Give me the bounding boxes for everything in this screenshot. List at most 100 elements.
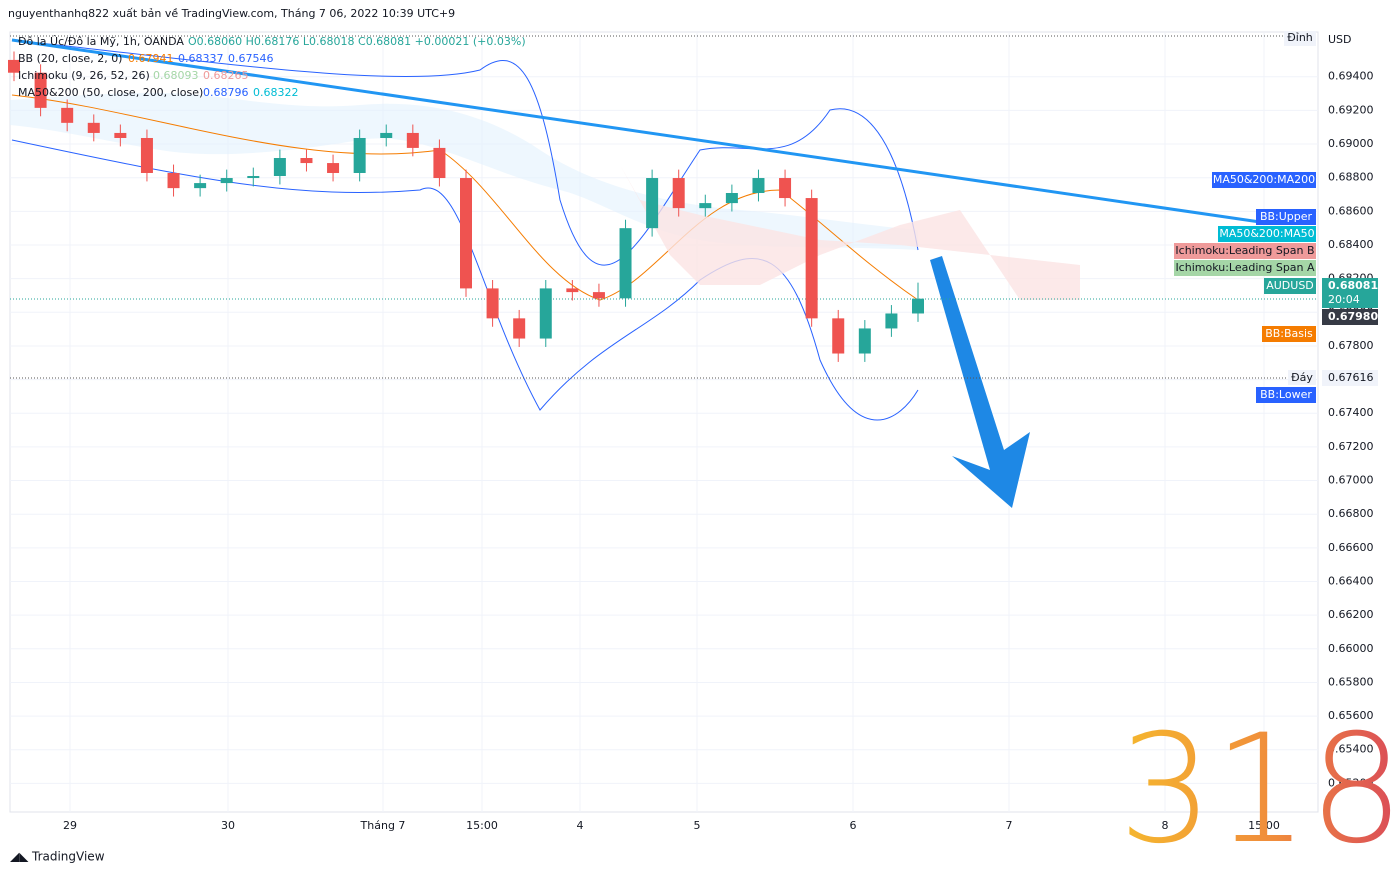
label-bg [1256, 387, 1316, 403]
legend-ohlc: O0.68060 H0.68176 L0.68018 C0.68081 +0.0… [188, 35, 526, 48]
candle-body [353, 137, 366, 173]
price-labels: Đỉnh MA50&200:MA200 BB:Upper MA50&200:MA… [1174, 31, 1378, 403]
candle-body [300, 158, 313, 164]
candle-body [539, 288, 552, 339]
x-tick-label: 6 [850, 819, 857, 832]
candle-body [646, 178, 659, 229]
candle-body [273, 158, 286, 177]
y-tick-label: 0.65600 [1328, 709, 1374, 722]
candles [8, 51, 924, 362]
x-tick-label: 5 [694, 819, 701, 832]
label-bg [1218, 226, 1316, 242]
candle-body [460, 178, 472, 289]
countdown: 20:04 [1328, 293, 1360, 306]
y-tick-label: 0.68800 [1328, 171, 1374, 184]
symbol-label: AUDUSD [1266, 279, 1314, 292]
y-tick-label: 0.66000 [1328, 642, 1374, 655]
label-bg [1262, 326, 1316, 342]
legend: Đô la Úc/Đô la Mỹ, 1h, OANDA O0.68060 H0… [18, 35, 526, 99]
bb-bands [11, 39, 919, 421]
bb-basis-label: BB:Basis [1265, 327, 1313, 340]
y-axis: USD 0.69400 0.69200 0.69000 0.68800 0.68600 0… [1328, 33, 1374, 789]
label-bg [1264, 278, 1316, 294]
y-tick-label: 0.65200 [1328, 776, 1374, 789]
legend-value: 0.68322 [253, 86, 299, 99]
bb-area [10, 92, 918, 251]
candle-body [672, 178, 685, 209]
candle-body [87, 122, 100, 133]
candle-body [779, 178, 792, 199]
x-tick-label: Tháng 7 [360, 819, 406, 832]
candle-body [380, 132, 393, 138]
candle-body [140, 137, 153, 173]
candle-body [566, 288, 579, 293]
bb-basis [11, 94, 919, 301]
ichimoku-cloud [620, 165, 1080, 300]
label-bg [1322, 309, 1378, 325]
y-tick-label: 0.68600 [1328, 204, 1374, 217]
candle-body [114, 132, 127, 138]
candle-body [194, 183, 207, 189]
legend-value: 0.67941 [128, 52, 174, 65]
y-tick-label: 0.65800 [1328, 675, 1374, 688]
y-tick-label: 0.67000 [1328, 474, 1374, 487]
candle-body [885, 313, 898, 329]
candle-body [61, 107, 74, 123]
candle-body [699, 203, 712, 209]
currency: USD [1328, 33, 1352, 46]
watermark: 318 [1118, 703, 1393, 875]
candle-body [433, 147, 446, 179]
label-bg [1288, 370, 1316, 385]
y-tick-label: 0.69400 [1328, 70, 1374, 83]
y-tick-label: 0.67400 [1328, 406, 1374, 419]
candle-body [486, 288, 499, 319]
x-tick-label: 30 [221, 819, 235, 832]
candle-body [513, 318, 526, 339]
bb-lower-label: BB:Lower [1260, 388, 1312, 401]
y-tick-label: 0.68400 [1328, 238, 1374, 251]
last-price: 0.68081 [1328, 279, 1378, 292]
brand-logo: ◢◣ [10, 850, 29, 864]
x-axis: 29 30 Tháng 7 15:00 4 5 6 7 8 15:00 [63, 819, 1280, 832]
prev-price: 0.67980 [1328, 310, 1378, 323]
candle-body [34, 72, 47, 108]
y-tick-label: 0.67800 [1328, 339, 1374, 352]
y-tick-label: 0.66600 [1328, 541, 1374, 554]
label-bg [1322, 370, 1378, 386]
label-bg [1322, 278, 1378, 308]
x-tick-label: 29 [63, 819, 77, 832]
bottom-value: 0.67616 [1328, 371, 1374, 384]
candle-body [858, 328, 871, 354]
trend-line [11, 38, 1261, 224]
top-label: Đỉnh [1287, 31, 1313, 44]
candle-body [406, 132, 419, 148]
candle-body [805, 198, 818, 319]
y-tick-label: 0.65400 [1328, 743, 1374, 756]
y-tick-label: 0.69200 [1328, 103, 1374, 116]
y-tick-label: 0.66400 [1328, 574, 1374, 587]
candle-body [725, 193, 738, 204]
x-tick-label: 4 [577, 819, 584, 832]
legend-value: 0.68337 [178, 52, 224, 65]
y-tick-label: 0.66200 [1328, 608, 1374, 621]
y-tick-label: 0.67200 [1328, 440, 1374, 453]
ma50-label: MA50&200:MA50 [1219, 227, 1314, 240]
legend-value: 0.67546 [228, 52, 274, 65]
legend-symbol: Đô la Úc/Đô la Mỹ, 1h, OANDA [18, 35, 184, 48]
footer-brand: TradingView [31, 850, 105, 864]
candle-body [619, 228, 632, 299]
candle-body [167, 172, 180, 189]
label-bg [1174, 260, 1316, 276]
span-a-label: Ichimoku:Leading Span A [1175, 261, 1315, 274]
x-tick-label: 15:00 [1248, 819, 1280, 832]
candle-body [327, 163, 340, 173]
x-tick-label: 7 [1006, 819, 1013, 832]
grid [10, 33, 1318, 812]
candle-body [832, 318, 845, 354]
y-tick-label: 0.69000 [1328, 137, 1374, 150]
legend-bb: BB (20, close, 2, 0) [18, 52, 122, 65]
candle-body [247, 176, 260, 179]
candle-body [220, 178, 233, 184]
